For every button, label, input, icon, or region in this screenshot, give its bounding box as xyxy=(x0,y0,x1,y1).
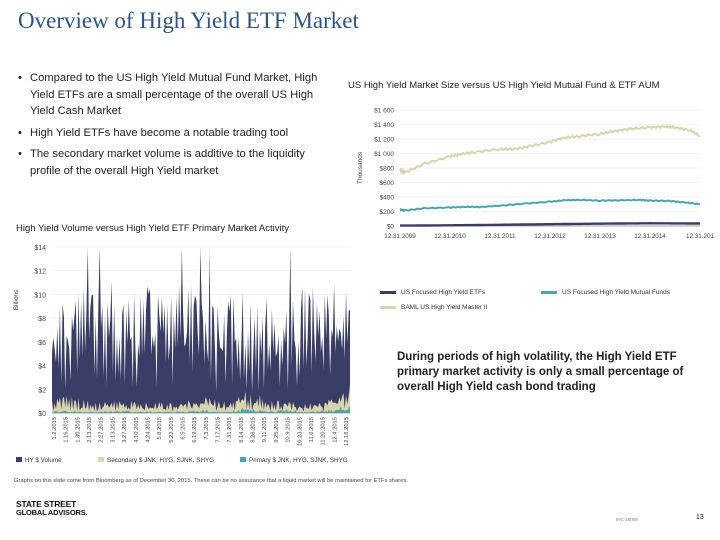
page-title: Overview of High Yield ETF Market xyxy=(18,8,359,33)
aum-y-tick-label: $400 xyxy=(380,195,395,202)
state-street-logo: STATE STREET GLOBAL ADVISORS. xyxy=(16,499,88,517)
aum-x-tick-label: 12.31.2013 xyxy=(584,233,616,240)
aum-line-chart: $0 $200 $400 $600 $800 $1 000 $1 200 $1 400 $1 6… xyxy=(357,108,715,241)
aum-y-axis-label: Thousands xyxy=(357,151,364,184)
volume-series-secondary-area xyxy=(52,384,350,413)
volume-x-tick-label: 4.24.2015 xyxy=(145,417,151,443)
legend-master-label: BAML US High Yield Master II xyxy=(401,304,488,311)
bullet-list: • Compared to the US High Yield Mutual F… xyxy=(18,70,338,184)
aum-x-tick-label: 12.31.201 xyxy=(686,233,715,240)
aum-x-tick-label: 12.31.2011 xyxy=(484,233,516,240)
aum-x-tick-label: 12.31.2012 xyxy=(534,233,566,240)
volume-area-chart: $0 $2 $4 $6 $8 $10 $12 $14 Billions 1.2.2015 1.16.… xyxy=(13,245,350,464)
volume-y-tick-label: $0 xyxy=(38,411,46,418)
volume-x-tick-label: 1.30.2015 xyxy=(75,417,81,443)
volume-x-tick-label: 3.13.2015 xyxy=(110,417,116,443)
aum-y-tick-label: $1 600 xyxy=(374,108,394,115)
legend-etf-label: US Focused High Yield ETFs xyxy=(401,289,486,296)
volume-x-tick-label: 5.22.2015 xyxy=(169,417,175,443)
volume-x-tick-label: 2.13.2015 xyxy=(87,417,93,443)
volume-series-primary-area xyxy=(52,405,350,413)
aum-x-tick-label: 12.31.2009 xyxy=(384,233,416,240)
volume-x-tick-label: 10.23.2015 xyxy=(297,417,303,446)
volume-legend-item: Secondary $ JNK, HYG, SJNK, SHYG xyxy=(98,457,214,464)
volume-x-tick-label: 7.17.2015 xyxy=(216,417,222,443)
volume-legend-item: Primary $ JNK, HYG, SJNK, SHYG xyxy=(240,457,348,464)
bullet-text: High Yield ETFs have become a notable tr… xyxy=(30,126,289,139)
volume-x-tick-label: 11.6.2015 xyxy=(309,417,315,442)
volume-legend-swatch xyxy=(98,457,104,462)
aum-y-tick-label: $800 xyxy=(380,166,395,173)
bullet-dot: • xyxy=(18,72,22,84)
volume-y-axis-label: Billions xyxy=(13,289,20,310)
volume-y-tick-label: $6 xyxy=(38,340,46,347)
volume-x-tick-label: 4.10.2015 xyxy=(134,417,140,443)
volume-x-tick-label: 1.16.2015 xyxy=(64,417,70,443)
volume-legend-label: Primary $ JNK, HYG, SJNK, SHYG xyxy=(249,457,348,464)
volume-chart-title: High Yield Volume versus High Yield ETF … xyxy=(16,223,289,234)
bullet-item: • The secondary market volume is additiv… xyxy=(18,146,338,179)
volume-x-tick-label: 7.3.2015 xyxy=(204,417,210,440)
volume-legend-item: HY $ Volume xyxy=(16,457,62,464)
volume-x-tick-label: 11.20.2015 xyxy=(321,417,327,446)
aum-series-master-line xyxy=(399,124,701,176)
bullet-text: The secondary market volume is additive … xyxy=(30,148,305,177)
aum-x-tick-label: 12.31.2014 xyxy=(634,233,666,240)
volume-x-tick-label: 6.19.2015 xyxy=(192,417,198,443)
bullet-item: • High Yield ETFs have become a notable … xyxy=(18,125,338,142)
volume-x-tick-label: 9.11.2015 xyxy=(262,417,268,442)
volume-x-tick-label: 1.2.2015 xyxy=(52,417,58,440)
volume-legend-swatch xyxy=(240,457,246,462)
document-code: IHC-20009 xyxy=(616,517,638,522)
volume-x-tick-label: 7.31.2015 xyxy=(227,417,233,443)
aum-y-tick-label: $600 xyxy=(380,180,395,187)
volume-x-tick-label: 8.14.2015 xyxy=(239,417,245,443)
volume-x-tick-label: 5.8.2015 xyxy=(157,417,163,440)
legend-master: BAML US High Yield Master II xyxy=(380,304,487,311)
legend-etf: US Focused High Yield ETFs xyxy=(380,289,485,296)
legend-master-swatch xyxy=(380,306,396,309)
volume-y-tick-label: $12 xyxy=(34,269,46,276)
legend-mutual-funds: US Focused High Yield Mutual Funds xyxy=(541,289,670,296)
aum-y-tick-label: $1 000 xyxy=(374,151,394,158)
aum-x-tick-label: 12.31.2010 xyxy=(434,233,466,240)
aum-y-tick-label: $1 400 xyxy=(374,122,394,129)
volume-series-hy-area xyxy=(52,247,350,413)
legend-etf-swatch xyxy=(380,291,396,294)
page-number: 13 xyxy=(696,514,704,521)
volume-x-tick-label: 12.18.2015 xyxy=(344,417,350,446)
aum-y-tick-label: $0 xyxy=(387,224,395,231)
legend-mf-swatch xyxy=(541,291,557,294)
legend-mf-label: US Focused High Yield Mutual Funds xyxy=(562,289,671,296)
callout-text: During periods of high volatility, the H… xyxy=(397,351,684,393)
volume-x-tick-label: 8.28.2015 xyxy=(251,417,257,443)
volume-x-tick-label: 12.4.2015 xyxy=(332,417,338,443)
logo-line-1: STATE STREET xyxy=(16,499,77,509)
volume-x-tick-label: 10.9.2015 xyxy=(286,417,292,443)
volume-x-tick-label: 3.27.2015 xyxy=(122,417,128,443)
volume-y-tick-label: $10 xyxy=(34,292,46,299)
bullet-item: • Compared to the US High Yield Mutual F… xyxy=(18,70,338,120)
volume-y-tick-label: $4 xyxy=(38,364,46,371)
volume-y-tick-label: $8 xyxy=(38,316,46,323)
volume-legend-label: Secondary $ JNK, HYG, SJNK, SHYG xyxy=(107,457,214,464)
bullet-dot: • xyxy=(18,148,22,160)
volume-legend-label: HY $ Volume xyxy=(25,457,62,464)
volume-y-tick-label: $2 xyxy=(38,387,46,394)
aum-series-etf-line xyxy=(400,221,700,227)
volume-y-tick-label: $14 xyxy=(34,245,46,252)
bullet-dot: • xyxy=(18,126,22,139)
aum-series-mutual-fund-line xyxy=(399,198,700,213)
aum-y-tick-label: $200 xyxy=(380,209,395,216)
aum-y-tick-label: $1 200 xyxy=(374,137,394,144)
aum-chart-title: US High Yield Market Size versus US High… xyxy=(348,80,660,91)
volume-x-tick-label: 2.27.2015 xyxy=(99,417,105,443)
volume-x-tick-label: 6.5.2015 xyxy=(180,417,186,440)
volume-x-tick-label: 9.25.2015 xyxy=(274,417,280,443)
bullet-text: Compared to the US High Yield Mutual Fun… xyxy=(30,72,318,117)
footnote: Graphs on this slide come from Bloomberg… xyxy=(14,478,408,484)
volume-legend-swatch xyxy=(16,457,22,462)
logo-line-2: GLOBAL ADVISORS. xyxy=(16,507,88,517)
